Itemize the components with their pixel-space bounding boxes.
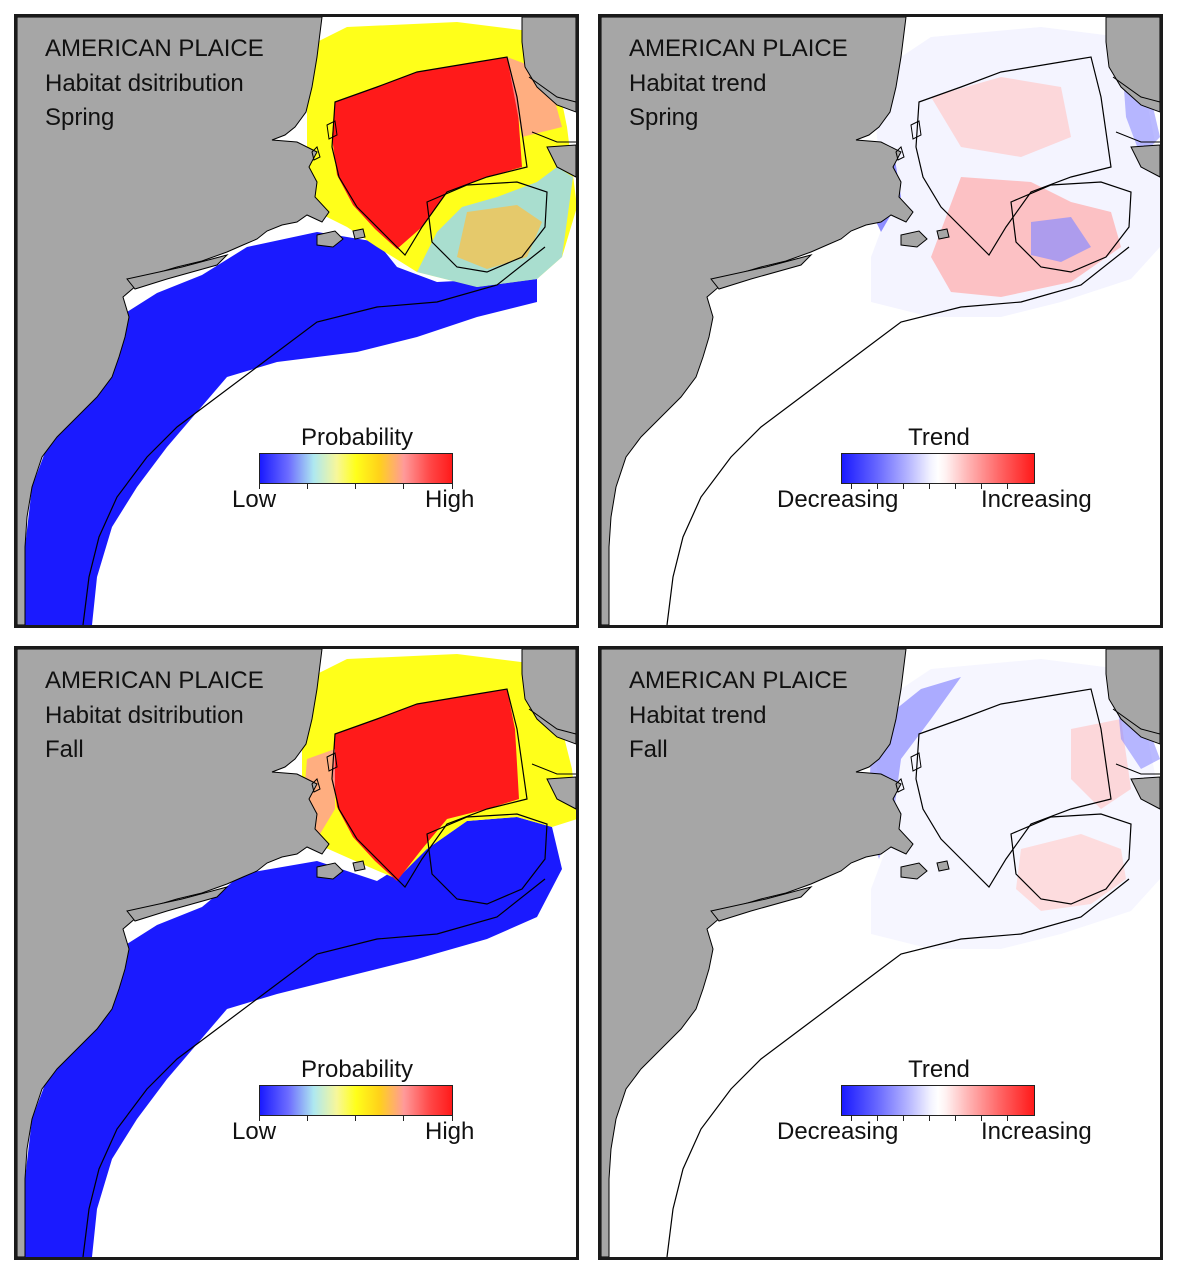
season-title: Spring bbox=[45, 104, 115, 131]
color-scale-bar bbox=[841, 453, 1035, 484]
high-probability-region bbox=[332, 57, 522, 249]
season-title: Spring bbox=[629, 104, 699, 131]
species-title: AMERICAN PLAICE bbox=[629, 667, 848, 694]
season-title: Fall bbox=[45, 736, 84, 763]
color-scale-bar bbox=[841, 1085, 1035, 1116]
map-panel-spring-trend: AMERICAN PLAICE Habitat trend Spring Tre… bbox=[598, 14, 1163, 628]
legend-title: Probability bbox=[300, 1056, 414, 1083]
color-scale-bar bbox=[259, 1085, 453, 1116]
season-title: Fall bbox=[629, 736, 668, 763]
legend-high-label: High bbox=[425, 1118, 475, 1145]
map-panel-fall-trend: AMERICAN PLAICE Habitat trend Fall Trend… bbox=[598, 646, 1163, 1260]
species-title: AMERICAN PLAICE bbox=[629, 35, 848, 62]
legend-title: Probability bbox=[300, 424, 414, 451]
map-panel-spring-distribution: AMERICAN PLAICE Habitat dsitribution Spr… bbox=[14, 14, 579, 628]
species-title: AMERICAN PLAICE bbox=[45, 35, 264, 62]
scale-ticks bbox=[259, 1116, 453, 1122]
layer-title: Habitat trend bbox=[629, 70, 767, 97]
layer-title: Habitat trend bbox=[629, 702, 767, 729]
color-scale-bar bbox=[259, 453, 453, 484]
legend-low-label: Decreasing bbox=[777, 486, 899, 513]
trend-map bbox=[601, 17, 1160, 625]
increasing-patch bbox=[931, 177, 1121, 297]
legend-title: Trend bbox=[908, 1056, 970, 1083]
legend-low-label: Decreasing bbox=[777, 1118, 899, 1145]
low-probability-region bbox=[25, 232, 537, 625]
trend-map bbox=[601, 649, 1160, 1257]
legend-low-label: Low bbox=[232, 1118, 277, 1145]
scale-ticks bbox=[841, 1116, 1035, 1122]
legend-high-label: Increasing bbox=[981, 1118, 1092, 1145]
decreasing-patch bbox=[1031, 217, 1091, 262]
scale-ticks bbox=[259, 484, 453, 490]
probability-legend: Probability Low High bbox=[232, 1056, 474, 1152]
trend-legend: Trend Decreasing Increasing bbox=[777, 424, 1092, 520]
increasing-patch-north bbox=[1071, 719, 1131, 809]
habitat-map bbox=[17, 649, 576, 1257]
map-panel-fall-distribution: AMERICAN PLAICE Habitat dsitribution Fal… bbox=[14, 646, 579, 1260]
low-probability-region bbox=[25, 817, 562, 1257]
species-title: AMERICAN PLAICE bbox=[45, 667, 264, 694]
trend-legend: Trend Decreasing Increasing bbox=[777, 1056, 1092, 1152]
scale-ticks bbox=[841, 484, 1035, 490]
high-probability-region bbox=[332, 689, 519, 881]
habitat-map bbox=[17, 17, 576, 625]
layer-title: Habitat dsitribution bbox=[45, 70, 244, 97]
increasing-patch-north bbox=[931, 77, 1071, 157]
legend-high-label: Increasing bbox=[981, 486, 1092, 513]
layer-title: Habitat dsitribution bbox=[45, 702, 244, 729]
legend-low-label: Low bbox=[232, 486, 277, 513]
legend-high-label: High bbox=[425, 486, 475, 513]
legend-title: Trend bbox=[908, 424, 970, 451]
probability-legend: Probability Low High bbox=[232, 424, 474, 520]
georges-band bbox=[457, 205, 542, 269]
